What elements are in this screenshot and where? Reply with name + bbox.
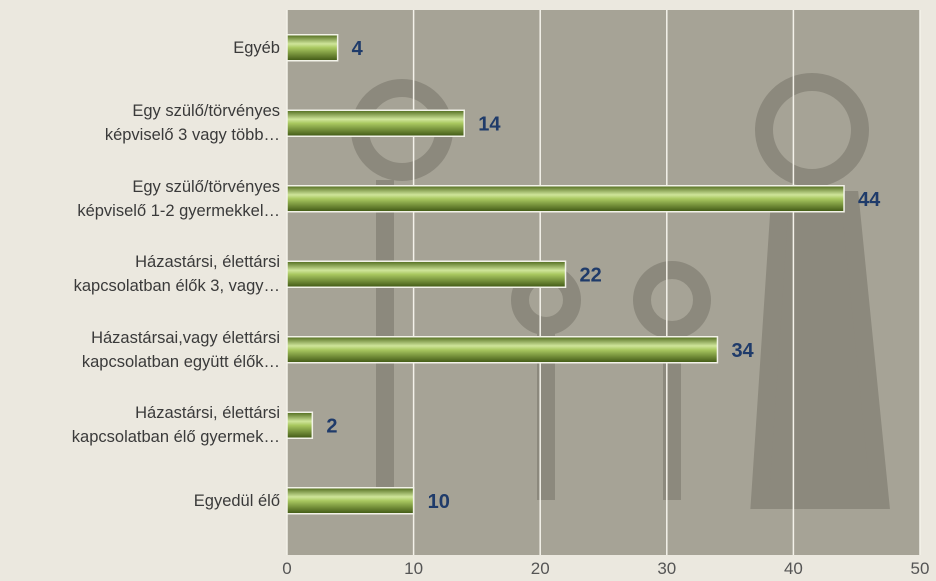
x-tick-label: 10 [404, 559, 423, 578]
category-label: Házastársai,vagy élettársi kapcsolatban … [0, 326, 280, 374]
bar [287, 35, 338, 61]
value-label: 10 [428, 491, 450, 513]
value-label: 22 [580, 265, 602, 287]
x-tick-label: 30 [657, 559, 676, 578]
value-label: 14 [478, 114, 501, 136]
category-label: Egyedül élő [0, 489, 280, 513]
category-label: Házastársi, élettársi kapcsolatban élők … [0, 250, 280, 298]
x-tick-label: 20 [531, 559, 550, 578]
bar [287, 261, 566, 287]
bar [287, 337, 717, 363]
bar [287, 110, 464, 136]
bar [287, 186, 844, 212]
value-label: 4 [352, 38, 364, 60]
value-label: 2 [326, 416, 337, 438]
value-label: 44 [858, 189, 881, 211]
x-tick-label: 0 [282, 559, 291, 578]
bar [287, 412, 312, 438]
chart: 0 10 20 30 40 50 4 14 44 22 34 2 10 Egyéb Egy szülő/t… [0, 0, 936, 581]
category-label: Házastársi, élettársi kapcsolatban élő g… [0, 401, 280, 449]
bar [287, 488, 414, 514]
x-tick-label: 40 [784, 559, 803, 578]
category-label: Egy szülő/törvényes képviselő 3 vagy töb… [0, 99, 280, 147]
x-tick-label: 50 [911, 559, 930, 578]
value-label: 34 [731, 340, 754, 362]
category-label: Egy szülő/törvényes képviselő 1-2 gyerme… [0, 175, 280, 223]
category-label: Egyéb [0, 36, 280, 60]
